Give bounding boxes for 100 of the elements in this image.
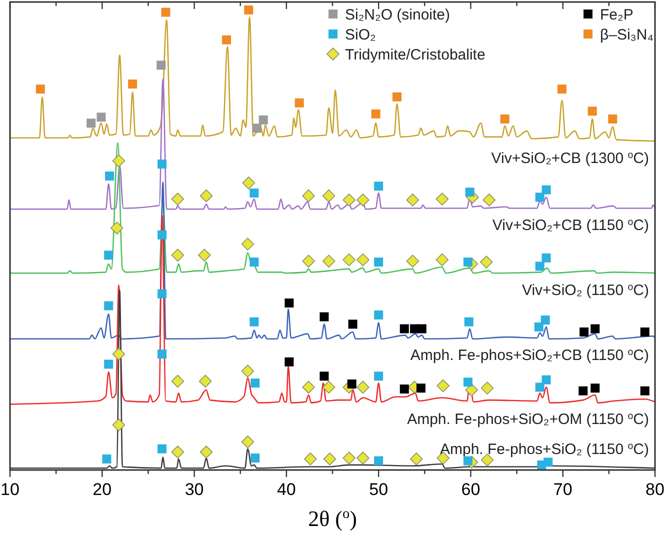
point bbox=[320, 312, 329, 322]
point bbox=[400, 324, 409, 334]
point bbox=[198, 374, 212, 388]
point bbox=[406, 254, 420, 268]
point bbox=[171, 248, 184, 262]
point bbox=[590, 384, 600, 393]
point bbox=[252, 124, 262, 133]
point bbox=[284, 357, 294, 366]
point bbox=[535, 192, 544, 202]
point bbox=[158, 160, 167, 169]
series-label: Viv+SiO₂ (1150 $^{o}$C) bbox=[522, 282, 650, 300]
point bbox=[374, 258, 384, 267]
point bbox=[302, 254, 315, 268]
series-label: Viv+SiO₂+CB (1300 $^{o}$C) bbox=[491, 150, 650, 168]
legend-label: Si₂N₂O (sinoite) bbox=[345, 6, 450, 24]
point bbox=[482, 194, 496, 206]
point bbox=[374, 456, 384, 466]
point bbox=[356, 452, 370, 464]
point bbox=[156, 60, 166, 70]
x-tick-label: 70 bbox=[553, 480, 572, 499]
point bbox=[250, 188, 259, 198]
point bbox=[322, 380, 336, 394]
point bbox=[542, 375, 551, 384]
point bbox=[302, 380, 315, 394]
point bbox=[400, 384, 409, 394]
legend-label: SiO₂ bbox=[345, 26, 376, 44]
point bbox=[580, 327, 589, 336]
point bbox=[540, 316, 550, 325]
point bbox=[258, 115, 268, 124]
point bbox=[410, 452, 423, 466]
point bbox=[158, 350, 167, 359]
point bbox=[158, 289, 167, 298]
point bbox=[36, 84, 45, 94]
x-tick-label: 30 bbox=[184, 480, 204, 499]
point bbox=[284, 298, 294, 308]
point bbox=[463, 456, 472, 466]
point bbox=[342, 452, 356, 464]
point bbox=[241, 364, 254, 378]
point bbox=[112, 348, 126, 360]
x-tick-label: 10 bbox=[0, 480, 20, 499]
point bbox=[588, 106, 597, 116]
point bbox=[304, 452, 317, 466]
point bbox=[640, 386, 650, 396]
point bbox=[161, 8, 170, 17]
point bbox=[105, 172, 114, 181]
legend-label: Tridymite/Cristobalite bbox=[345, 46, 486, 64]
point bbox=[200, 446, 213, 458]
point bbox=[158, 444, 167, 454]
point bbox=[374, 372, 384, 381]
point bbox=[171, 374, 184, 388]
point bbox=[356, 194, 370, 206]
point bbox=[534, 322, 544, 332]
x-tick-label: 20 bbox=[92, 480, 112, 499]
point bbox=[436, 253, 449, 266]
point bbox=[104, 301, 114, 310]
point bbox=[250, 317, 259, 326]
point bbox=[86, 118, 96, 128]
point bbox=[198, 248, 211, 262]
point bbox=[171, 446, 184, 458]
point bbox=[464, 317, 474, 326]
point bbox=[200, 189, 213, 202]
x-tick-label: 80 bbox=[646, 480, 664, 499]
point bbox=[342, 253, 356, 266]
point bbox=[104, 250, 114, 260]
point bbox=[374, 182, 384, 191]
point bbox=[608, 114, 618, 124]
point bbox=[436, 379, 450, 392]
point bbox=[356, 380, 370, 394]
point bbox=[320, 372, 329, 381]
point bbox=[347, 379, 356, 388]
point bbox=[480, 382, 494, 395]
point bbox=[406, 194, 420, 206]
point bbox=[463, 258, 472, 267]
point bbox=[128, 80, 138, 89]
point bbox=[465, 384, 478, 396]
point bbox=[371, 109, 380, 118]
point bbox=[96, 112, 106, 122]
point bbox=[544, 458, 553, 467]
point bbox=[112, 154, 126, 168]
point bbox=[392, 92, 402, 102]
point bbox=[542, 185, 551, 194]
point bbox=[112, 418, 126, 432]
point bbox=[374, 310, 384, 320]
point bbox=[250, 378, 260, 388]
point bbox=[104, 360, 114, 369]
series-label: Amph. Fe-phos+SiO₂ (1150 $^{o}$C) bbox=[440, 440, 650, 458]
point bbox=[342, 194, 356, 206]
series-label: Amph. Fe-phos+SiO₂+OM (1150 $^{o}$C) bbox=[407, 410, 650, 428]
point bbox=[463, 378, 472, 387]
point bbox=[110, 222, 124, 234]
point bbox=[241, 436, 254, 448]
x-tick-label: 50 bbox=[369, 480, 388, 499]
point bbox=[348, 320, 358, 329]
point bbox=[302, 189, 315, 202]
series-label: Amph. Fe-phos+SiO₂+CB (1150 $^{o}$C) bbox=[410, 346, 650, 364]
point bbox=[322, 254, 336, 268]
point bbox=[590, 324, 600, 334]
point bbox=[480, 256, 493, 268]
point bbox=[535, 262, 544, 271]
point bbox=[535, 382, 544, 392]
